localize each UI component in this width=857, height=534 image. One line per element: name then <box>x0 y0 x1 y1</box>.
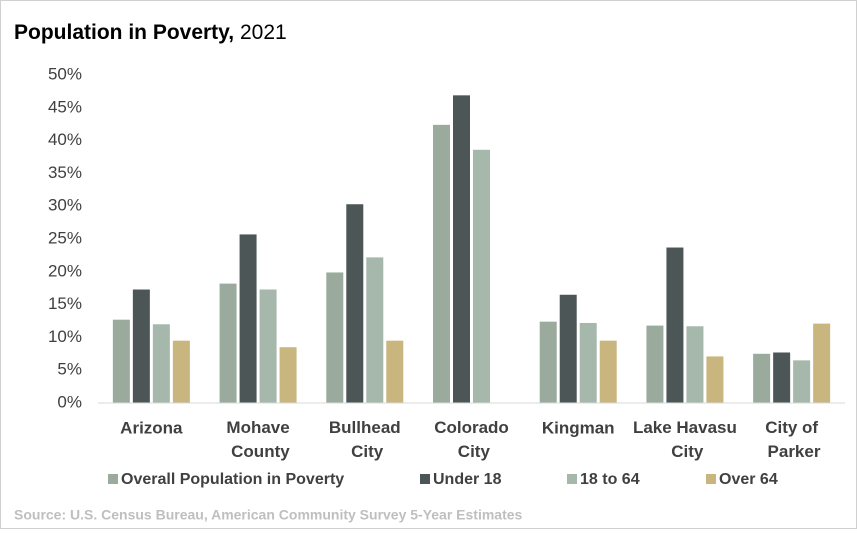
legend-label: Under 18 <box>433 471 502 488</box>
chart-title: Population in Poverty, 2021 <box>14 21 287 44</box>
legend-swatch <box>108 474 118 484</box>
bar <box>239 234 257 403</box>
source-note: Source: U.S. Census Bureau, American Com… <box>14 507 523 523</box>
bar <box>112 319 130 403</box>
bar <box>279 347 297 403</box>
bar <box>599 340 617 403</box>
y-tick-label: 45% <box>48 97 82 116</box>
bar <box>366 257 384 403</box>
y-tick-label: 40% <box>48 130 82 149</box>
y-tick-label: 25% <box>48 228 82 247</box>
y-tick-label: 35% <box>48 163 82 182</box>
title-year: 2021 <box>240 21 287 44</box>
x-tick-label: Lake Havasu City <box>633 418 737 461</box>
bar <box>219 283 237 403</box>
bar <box>579 322 597 403</box>
bar <box>559 294 577 403</box>
x-tick-label: Bullhead City <box>329 418 401 461</box>
bar <box>753 353 771 403</box>
bar <box>453 95 470 403</box>
bar <box>326 272 344 403</box>
bar <box>152 324 170 403</box>
y-tick-label: 5% <box>57 360 82 379</box>
title-main: Population in Poverty, <box>14 21 234 44</box>
x-tick-label: Colorado City <box>434 418 509 461</box>
legend-label: Over 64 <box>719 471 778 488</box>
bar <box>259 289 277 403</box>
x-tick-label: Arizona <box>120 418 183 437</box>
bar <box>433 124 450 403</box>
bar <box>346 204 364 403</box>
legend-label: Overall Population in Poverty <box>121 471 344 488</box>
y-tick-label: 20% <box>48 261 82 280</box>
bar <box>813 323 831 403</box>
x-tick-label: Mohave County <box>226 418 290 461</box>
y-tick-label: 50% <box>48 64 82 83</box>
bar <box>132 289 150 403</box>
bar <box>386 340 404 403</box>
y-tick-label: 30% <box>48 196 82 215</box>
bar <box>666 247 684 403</box>
y-tick-label: 10% <box>48 327 82 346</box>
x-tick-label: City of Parker <box>763 418 821 461</box>
y-tick-label: 15% <box>48 294 82 313</box>
x-tick-label: Kingman <box>542 418 615 437</box>
legend-swatch <box>706 474 716 484</box>
legend-label: 18 to 64 <box>580 471 640 488</box>
bar <box>706 356 724 403</box>
bar <box>473 149 490 403</box>
legend-swatch <box>420 474 430 484</box>
bar <box>773 352 791 403</box>
y-tick-label: 0% <box>57 392 82 411</box>
legend-swatch <box>567 474 577 484</box>
bar <box>646 325 664 403</box>
bar <box>172 340 190 403</box>
bar <box>793 360 811 403</box>
bar <box>539 321 557 403</box>
bar <box>686 326 704 403</box>
